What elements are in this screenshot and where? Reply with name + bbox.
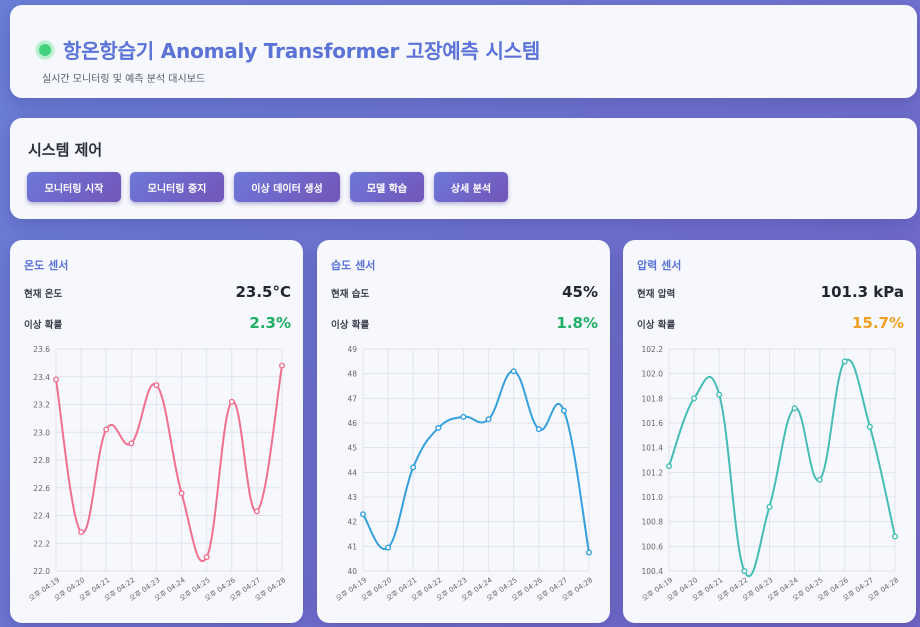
y-tick-label: 23.2: [33, 401, 50, 410]
y-tick-label: 46: [347, 419, 357, 428]
data-point: [586, 549, 593, 556]
y-tick-label: 45: [347, 444, 357, 453]
data-point: [816, 476, 823, 483]
y-tick-label: 43: [347, 493, 357, 502]
current-humidity-label: 현재 습도: [331, 289, 370, 300]
current-pressure-value: 101.3 kPa: [820, 283, 904, 301]
data-point: [203, 554, 210, 561]
temperature-chart: 22.022.222.422.622.823.023.223.423.6오후 0…: [28, 345, 287, 603]
control-panel-title: 시스템 제어: [28, 141, 103, 159]
data-point: [560, 407, 567, 414]
y-tick-label: 23.6: [33, 345, 50, 354]
data-point: [791, 405, 798, 412]
data-point: [153, 382, 160, 389]
data-point: [385, 544, 392, 551]
data-point: [716, 391, 723, 398]
data-point: [128, 440, 135, 447]
data-point: [178, 490, 185, 497]
y-tick-label: 22.2: [33, 539, 50, 548]
y-tick-label: 100.8: [642, 518, 664, 527]
y-tick-label: 100.6: [642, 542, 664, 551]
current-temperature-value: 23.5°C: [235, 283, 291, 301]
chart-grid: [55, 348, 283, 572]
data-point: [741, 567, 748, 574]
y-tick-label: 23.0: [33, 428, 50, 437]
y-tick-label: 22.8: [33, 456, 50, 465]
series-line: [55, 365, 283, 563]
y-tick-label: 42: [347, 518, 357, 527]
y-tick-label: 41: [347, 542, 357, 551]
chart-grid: [362, 348, 590, 572]
pressure-sensor-card: 압력 센서 현재 압력 101.3 kPa 이상 확률 15.7% 100.4 1…: [623, 240, 916, 623]
data-point: [485, 416, 492, 423]
data-point: [510, 368, 517, 375]
y-tick-label: 44: [347, 468, 357, 477]
y-tick-label: 101.4: [642, 444, 664, 453]
y-tick-label: 101.2: [642, 468, 664, 477]
data-point: [766, 503, 773, 510]
anomaly-probability-value: 1.8%: [556, 314, 598, 332]
y-tick-label: 101.0: [642, 493, 664, 502]
stop-monitoring-button[interactable]: 모니터링 중지: [130, 172, 224, 202]
y-tick-label: 102.2: [642, 345, 664, 354]
data-point: [866, 423, 873, 430]
y-tick-label: 47: [347, 394, 357, 403]
y-tick-label: 40: [347, 567, 357, 576]
current-pressure-label: 현재 압력: [637, 289, 676, 300]
generate-anomaly-button[interactable]: 이상 데이터 생성: [234, 172, 340, 202]
humidity-sensor-card: 습도 센서 현재 습도 45% 이상 확률 1.8% 40 41 42 43 44 45 4…: [317, 240, 610, 623]
data-point: [228, 398, 235, 405]
data-point: [841, 358, 848, 365]
y-tick-label: 101.6: [642, 419, 664, 428]
title-row: 항온항습기 Anomaly Transformer 고장예측 시스템: [36, 35, 540, 64]
temperature-sensor-card: 온도 센서 현재 온도 23.5°C 이상 확률 2.3% 22.0 22.2 22…: [10, 240, 303, 623]
data-point: [535, 426, 542, 433]
anomaly-probability-value: 2.3%: [249, 314, 291, 332]
data-point: [103, 426, 110, 433]
y-tick-label: 100.4: [642, 567, 664, 576]
data-point: [78, 529, 85, 536]
current-humidity-value: 45%: [562, 283, 598, 301]
anomaly-probability-value: 15.7%: [851, 314, 904, 332]
y-tick-label: 22.4: [33, 512, 50, 521]
data-point: [666, 463, 673, 470]
y-tick-label: 22.0: [33, 567, 50, 576]
train-model-button[interactable]: 모델 학습: [350, 172, 424, 202]
y-tick-label: 49: [347, 345, 357, 354]
y-tick-label: 22.6: [33, 484, 50, 493]
detailed-analysis-button[interactable]: 상세 분석: [434, 172, 508, 202]
pressure-chart: 100.4 100.6 100.8 101.0 101.2 101.4 101.6 101.8…: [641, 345, 900, 603]
status-indicator-icon: [36, 40, 54, 59]
data-point: [460, 413, 467, 420]
sensor-card-title: 습도 센서: [331, 259, 376, 272]
data-point: [691, 395, 698, 402]
data-point: [435, 424, 442, 431]
data-point: [279, 362, 286, 369]
y-tick-label: 23.4: [33, 373, 50, 382]
data-point: [410, 464, 417, 471]
anomaly-probability-label: 이상 확률: [637, 320, 676, 331]
page-title: 항온항습기 Anomaly Transformer 고장예측 시스템: [63, 39, 541, 63]
y-tick-label: 48: [347, 370, 357, 379]
anomaly-probability-label: 이상 확률: [24, 320, 63, 331]
sensor-card-title: 온도 센서: [24, 259, 69, 272]
anomaly-probability-label: 이상 확률: [331, 320, 370, 331]
page-subtitle: 실시간 모니터링 및 예측 분석 대시보드: [42, 74, 206, 85]
start-monitoring-button[interactable]: 모니터링 시작: [27, 172, 121, 202]
system-control-panel: 시스템 제어 모니터링 시작 모니터링 중지 이상 데이터 생성 모델 학습 상…: [10, 118, 917, 219]
series-line: [668, 358, 896, 578]
sensor-card-title: 압력 센서: [637, 259, 682, 272]
data-point: [892, 533, 899, 540]
current-temperature-label: 현재 온도: [24, 289, 63, 300]
y-tick-label: 101.8: [642, 394, 664, 403]
data-point: [253, 508, 260, 515]
data-point: [360, 511, 367, 518]
header-panel: 항온항습기 Anomaly Transformer 고장예측 시스템 실시간 모…: [10, 5, 917, 98]
y-tick-label: 102.0: [642, 370, 664, 379]
data-point: [53, 376, 60, 383]
